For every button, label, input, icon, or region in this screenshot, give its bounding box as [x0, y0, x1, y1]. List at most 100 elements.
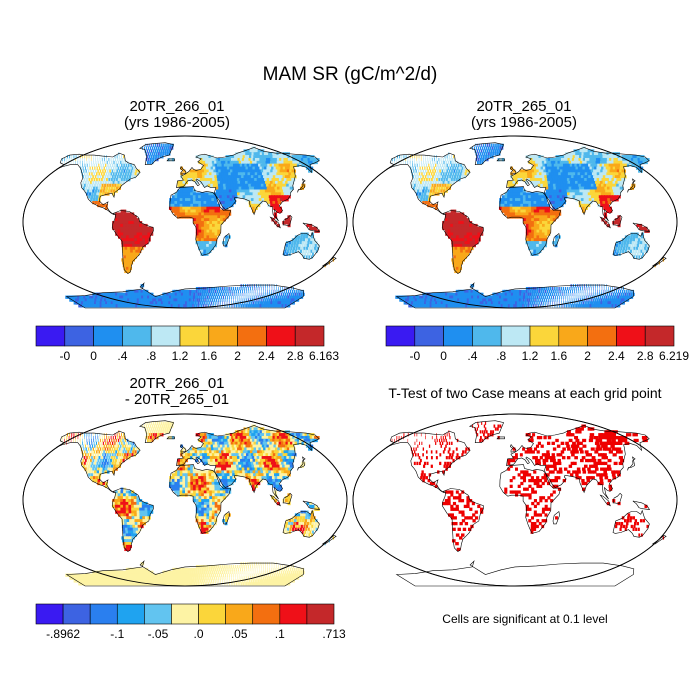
colorbar-label: 1.2 — [172, 349, 189, 363]
coast-north-america — [56, 430, 141, 493]
map-panel-4 — [352, 413, 678, 587]
colorbar-label: 0 — [90, 349, 97, 363]
colorbar-label: 2.8 — [287, 349, 304, 363]
coast-sumatra — [269, 216, 281, 229]
colorbar-label: -0 — [409, 349, 420, 363]
colorbar-swatch — [35, 325, 66, 347]
colorbar-swatch — [587, 325, 617, 347]
coast-iceland — [166, 436, 176, 440]
coast-japan — [627, 456, 636, 471]
coast-iceland — [496, 436, 506, 440]
colorbar-swatch — [279, 603, 308, 625]
colorbar-label: -.8962 — [46, 627, 80, 641]
coast-borneo — [282, 492, 293, 505]
panel-title-1-line-2: (yrs 1986-2005) — [124, 114, 230, 131]
colorbar-swatch — [208, 325, 238, 347]
map-panel-3 — [22, 413, 348, 587]
colorbar-label: 2.8 — [637, 349, 654, 363]
colorbar-swatch — [558, 325, 588, 347]
coastlines — [56, 142, 337, 309]
coast-australia — [612, 509, 650, 538]
coast-iceland — [496, 158, 506, 162]
coast-south-america — [111, 488, 154, 552]
colorbar-label: 1.6 — [200, 349, 217, 363]
colorbar-swatch — [529, 325, 560, 347]
coast-uk — [509, 166, 517, 175]
colorbar-swatch — [150, 325, 181, 347]
colorbar-label: .05 — [231, 627, 248, 641]
colorbar-swatch — [93, 325, 123, 347]
coast-japan — [297, 178, 306, 193]
coast-japan — [297, 456, 306, 471]
coast-madagascar — [552, 232, 560, 247]
map-cells — [61, 421, 335, 586]
coastlines — [386, 142, 667, 309]
coast-africa — [499, 464, 561, 534]
colorbar-label: -0 — [59, 349, 70, 363]
panel-title-2-line-2: (yrs 1986-2005) — [471, 114, 577, 131]
colorbar-swatch — [252, 603, 281, 625]
colorbar-label: .713 — [322, 627, 346, 641]
colorbar-label: 1.6 — [550, 349, 567, 363]
colorbar-swatch — [472, 325, 502, 347]
coast-australia — [612, 231, 650, 260]
coast-uk — [509, 444, 517, 453]
coast-australia — [282, 231, 320, 260]
coast-borneo — [612, 492, 623, 505]
map-cells — [61, 143, 335, 308]
coast-antarctica — [65, 560, 305, 587]
colorbar-1: -0 0 .4 .8 1.2 1.6 2 2.4 2.8 6.163 — [35, 325, 339, 363]
colorbar-label: 6.219 — [659, 349, 689, 363]
coast-eurasia — [176, 147, 320, 222]
coast-south-america — [441, 210, 484, 274]
colorbar-swatch — [144, 603, 172, 625]
colorbar-swatch — [266, 325, 296, 347]
main-title: MAM SR (gC/m^2/d) — [262, 64, 438, 85]
coast-madagascar — [222, 232, 230, 247]
colorbar-label: 0 — [440, 349, 447, 363]
colorbar-swatch — [64, 325, 94, 347]
coast-eurasia — [176, 425, 320, 500]
colorbar-swatch — [35, 603, 64, 625]
coast-eurasia — [506, 425, 650, 500]
coast-antarctica — [395, 560, 635, 587]
colorbar-swatch — [116, 603, 145, 625]
coast-south-america — [441, 488, 484, 552]
coast-eurasia — [506, 147, 650, 222]
coast-madagascar — [552, 510, 560, 525]
coast-africa — [169, 464, 231, 534]
coast-uk — [179, 166, 187, 175]
coast-australia — [282, 509, 320, 538]
coast-north-america — [56, 152, 141, 215]
colorbar-swatch — [306, 603, 335, 625]
colorbar-label: 2.4 — [608, 349, 625, 363]
colorbar-label: .4 — [117, 349, 127, 363]
colorbar-label: 2.4 — [258, 349, 275, 363]
coast-uk — [179, 444, 187, 453]
colorbar-swatch — [644, 325, 675, 347]
coast-sumatra — [599, 216, 611, 229]
colorbar-label: 6.163 — [309, 349, 339, 363]
colorbar-label: .1 — [275, 627, 285, 641]
coast-antarctica — [65, 282, 305, 309]
coastlines — [56, 420, 337, 587]
colorbar-swatch — [122, 325, 152, 347]
colorbar-swatch — [171, 603, 199, 625]
panel-title-4: T-Test of two Case means at each grid po… — [350, 385, 700, 401]
coast-north-america — [386, 152, 471, 215]
colorbar-label: 1.2 — [522, 349, 539, 363]
significance-footnote: Cells are significant at 0.1 level — [442, 612, 608, 626]
panel-title-1: 20TR_266_01 (yrs 1986-2005) — [27, 99, 327, 131]
map-panel-1 — [22, 135, 348, 309]
panel-title-3-line-2: - 20TR_265_01 — [124, 391, 230, 408]
colorbar-label: .8 — [496, 349, 506, 363]
colorbar-swatch — [414, 325, 444, 347]
colorbar-swatch — [62, 603, 91, 625]
coast-greenland — [139, 420, 175, 444]
colorbar-swatch — [89, 603, 118, 625]
coast-new-guinea — [632, 500, 651, 510]
map-cells — [391, 421, 665, 552]
colorbar-label: -.1 — [110, 627, 124, 641]
coast-new-guinea — [632, 222, 651, 232]
colorbar-swatch — [198, 603, 226, 625]
